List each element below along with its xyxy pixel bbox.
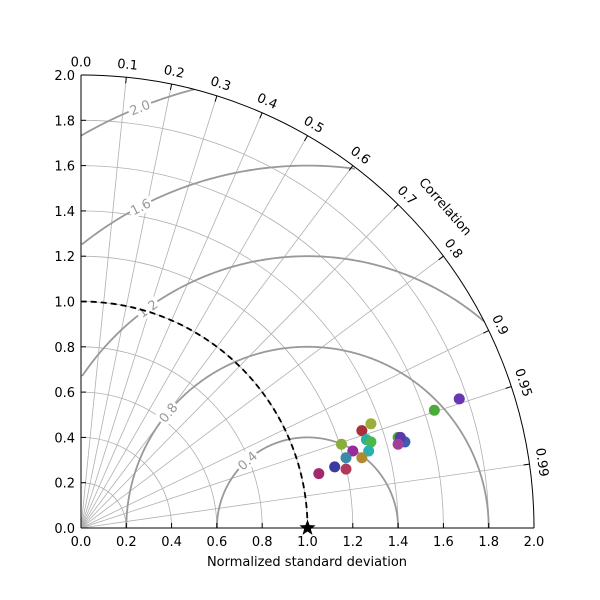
- correlation-tick-mark: [214, 95, 218, 102]
- data-point: [356, 425, 368, 437]
- x-tick-label: 0.2: [116, 535, 137, 550]
- rms-label-background: [133, 294, 162, 322]
- std-grid-arc: [80, 346, 263, 529]
- y-tick-label: 1.4: [54, 205, 75, 220]
- data-point: [365, 418, 377, 430]
- correlation-tick-mark: [523, 463, 530, 466]
- data-point: [453, 393, 465, 405]
- x-tick-label: 1.2: [342, 535, 363, 550]
- std-grid-arc: [80, 210, 399, 529]
- x-tick-label: 2.0: [524, 535, 545, 550]
- y-tick-label: 1.2: [54, 250, 75, 265]
- data-point: [340, 452, 352, 464]
- std-grid-arc: [80, 165, 444, 529]
- correlation-tick-mark: [483, 330, 489, 334]
- std-grid-arc: [80, 482, 127, 529]
- std-grid-arc: [80, 391, 218, 529]
- correlation-tick-label: 0.3: [208, 74, 232, 95]
- reference-std-arc: [80, 300, 309, 529]
- correlation-tick-mark: [393, 204, 399, 210]
- rms-contour: [125, 345, 490, 529]
- data-point: [428, 404, 440, 416]
- correlation-tick-label: 0.2: [162, 63, 185, 82]
- x-tick-label: 1.6: [433, 535, 454, 550]
- rms-contour: [216, 436, 399, 528]
- correlation-tick-label: 0.95: [511, 367, 534, 399]
- data-point: [363, 445, 375, 457]
- correlation-axis-title: Correlation: [415, 175, 474, 239]
- rms-label-background: [125, 95, 154, 120]
- x-tick-label: 0.6: [207, 535, 228, 550]
- reference-star-marker: [299, 519, 316, 535]
- correlation-tick-mark: [505, 386, 512, 389]
- tick-labels: 0.00.00.20.20.40.40.60.60.80.81.01.01.21…: [54, 56, 551, 551]
- data-point: [340, 463, 352, 475]
- y-tick-label: 1.8: [54, 114, 75, 129]
- y-tick-label: 1.0: [54, 296, 75, 311]
- correlation-tick-mark: [169, 84, 173, 91]
- correlation-tick-label: 0.9: [488, 313, 511, 338]
- y-tick-label: 0.4: [54, 431, 75, 446]
- data-points: [299, 393, 465, 535]
- correlation-tick-mark: [304, 135, 308, 142]
- std-grid-arc: [80, 437, 172, 529]
- correlation-tick-label: 0.99: [532, 447, 551, 478]
- correlation-tick-mark: [259, 112, 263, 119]
- rms-contour-label: 2.0: [128, 98, 153, 120]
- correlation-tick-label: 0.1: [116, 57, 138, 74]
- outer-arc: [80, 74, 535, 529]
- y-tick-label: 1.6: [54, 160, 75, 175]
- data-point: [347, 445, 359, 457]
- y-tick-label: 2.0: [54, 69, 75, 84]
- x-tick-label: 0.0: [71, 535, 92, 550]
- x-tick-label: 1.4: [388, 535, 409, 550]
- y-tick-label: 0.8: [54, 341, 75, 356]
- data-point: [365, 436, 377, 448]
- y-tick-label: 0.0: [54, 522, 75, 537]
- correlation-tick-label: 0.0: [71, 56, 92, 71]
- x-axis-title: Normalized standard deviation: [207, 555, 407, 570]
- x-tick-label: 0.8: [252, 535, 273, 550]
- correlation-tick-mark: [438, 255, 444, 261]
- std-grid-arc: [80, 119, 490, 529]
- correlation-tick-mark: [348, 165, 354, 171]
- std-grid-arc: [80, 255, 354, 529]
- x-tick-label: 0.4: [161, 535, 182, 550]
- data-point: [356, 452, 368, 464]
- data-point: [335, 438, 347, 450]
- x-tick-label: 1.8: [478, 535, 499, 550]
- y-tick-label: 0.2: [54, 477, 75, 492]
- rms-label-background: [154, 398, 182, 427]
- data-point: [392, 438, 404, 450]
- y-tick-label: 0.6: [54, 386, 75, 401]
- correlation-tick-mark: [125, 77, 127, 84]
- correlation-tick-label: 0.4: [255, 91, 280, 113]
- data-point: [329, 461, 341, 473]
- rms-contour: [81, 164, 355, 246]
- x-tick-label: 1.0: [297, 535, 318, 550]
- data-point: [313, 468, 325, 480]
- rms-label-background: [126, 193, 155, 220]
- rms-contours: 0.40.81.21.62.0: [80, 88, 490, 529]
- rms-contour: [81, 255, 485, 377]
- rms-label-background: [232, 446, 262, 475]
